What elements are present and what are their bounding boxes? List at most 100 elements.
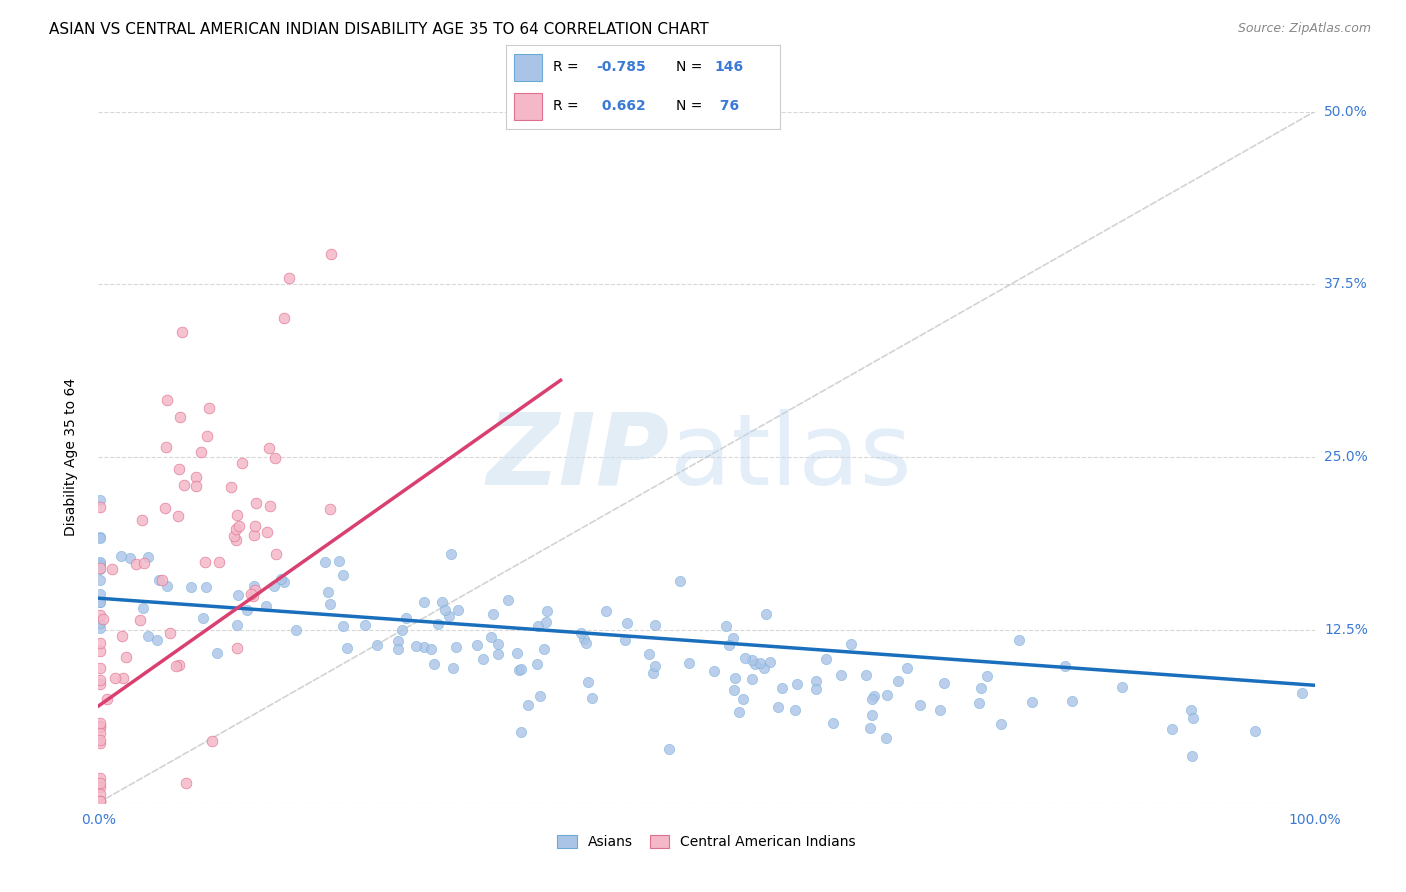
Point bbox=[804, 681, 827, 696]
Point bbox=[641, 666, 664, 681]
Point bbox=[744, 657, 766, 671]
Point bbox=[148, 573, 170, 587]
Point bbox=[89, 594, 111, 608]
Point bbox=[270, 572, 292, 586]
Point bbox=[658, 742, 681, 756]
Point bbox=[205, 646, 228, 660]
Point bbox=[89, 492, 111, 507]
Point bbox=[118, 550, 141, 565]
Point bbox=[741, 672, 763, 686]
Point bbox=[721, 631, 744, 645]
Point bbox=[112, 671, 135, 685]
Point bbox=[174, 776, 197, 790]
Text: R =: R = bbox=[553, 61, 578, 74]
Point bbox=[264, 451, 287, 466]
Point bbox=[860, 691, 883, 706]
Point bbox=[508, 664, 530, 678]
Point bbox=[225, 522, 247, 536]
Point bbox=[146, 633, 169, 648]
Text: ASIAN VS CENTRAL AMERICAN INDIAN DISABILITY AGE 35 TO 64 CORRELATION CHART: ASIAN VS CENTRAL AMERICAN INDIAN DISABIL… bbox=[49, 22, 709, 37]
Point bbox=[240, 587, 263, 601]
Text: ZIP: ZIP bbox=[486, 409, 671, 506]
Point bbox=[159, 626, 181, 640]
Point bbox=[395, 611, 418, 625]
Point bbox=[976, 669, 998, 683]
Point bbox=[110, 549, 132, 563]
Point bbox=[155, 440, 177, 454]
Point bbox=[353, 617, 375, 632]
Point bbox=[855, 668, 877, 682]
Point bbox=[714, 619, 737, 633]
Point bbox=[254, 599, 277, 613]
Point bbox=[1244, 724, 1267, 739]
Point bbox=[441, 661, 464, 675]
Point bbox=[821, 715, 844, 730]
Point bbox=[170, 325, 193, 339]
Point bbox=[89, 573, 111, 587]
Point bbox=[332, 619, 354, 633]
Point bbox=[114, 649, 136, 664]
Point bbox=[219, 479, 242, 493]
Point bbox=[89, 531, 111, 545]
Point bbox=[96, 692, 118, 706]
Point bbox=[1060, 694, 1083, 708]
Point bbox=[273, 574, 295, 589]
Point bbox=[336, 641, 359, 656]
Point bbox=[887, 673, 910, 688]
Point bbox=[427, 617, 450, 632]
Point bbox=[89, 608, 111, 623]
Point bbox=[226, 618, 249, 632]
Point bbox=[226, 588, 249, 602]
Point bbox=[89, 715, 111, 730]
Point bbox=[430, 595, 453, 609]
Point bbox=[434, 603, 457, 617]
Point bbox=[156, 393, 179, 408]
Point bbox=[749, 656, 772, 670]
Point bbox=[89, 673, 111, 687]
Point bbox=[125, 558, 148, 572]
Point bbox=[111, 629, 134, 643]
Point bbox=[89, 733, 111, 747]
Point bbox=[412, 640, 434, 654]
Point bbox=[420, 642, 443, 657]
Point bbox=[284, 624, 307, 638]
Legend: Asians, Central American Indians: Asians, Central American Indians bbox=[551, 830, 862, 855]
Point bbox=[366, 638, 388, 652]
Point bbox=[89, 558, 111, 573]
Point bbox=[225, 533, 247, 548]
Point bbox=[783, 703, 806, 717]
Point bbox=[89, 720, 111, 734]
Point bbox=[89, 725, 111, 739]
Point bbox=[969, 696, 991, 710]
Point bbox=[129, 613, 152, 627]
Point bbox=[859, 721, 882, 735]
Point bbox=[876, 688, 898, 702]
Point bbox=[437, 609, 460, 624]
Point bbox=[644, 658, 666, 673]
Point bbox=[89, 794, 111, 808]
Point bbox=[131, 513, 153, 527]
Point bbox=[89, 555, 111, 569]
Point bbox=[263, 579, 285, 593]
Point bbox=[741, 653, 763, 667]
Point bbox=[970, 681, 993, 695]
Text: R =: R = bbox=[553, 100, 578, 113]
Point bbox=[928, 703, 950, 717]
Text: 37.5%: 37.5% bbox=[1324, 277, 1368, 292]
Point bbox=[668, 574, 690, 589]
Point bbox=[316, 585, 339, 599]
Point bbox=[186, 479, 208, 493]
Point bbox=[208, 555, 231, 569]
Point bbox=[104, 672, 127, 686]
Point bbox=[136, 549, 159, 564]
Point bbox=[526, 657, 548, 671]
Point bbox=[195, 428, 218, 442]
Point bbox=[89, 772, 111, 786]
Point bbox=[1291, 686, 1313, 700]
Point bbox=[169, 409, 191, 424]
Point bbox=[1161, 722, 1184, 736]
Point bbox=[387, 633, 409, 648]
Point bbox=[184, 470, 207, 484]
Point bbox=[731, 691, 754, 706]
Point bbox=[278, 271, 301, 285]
